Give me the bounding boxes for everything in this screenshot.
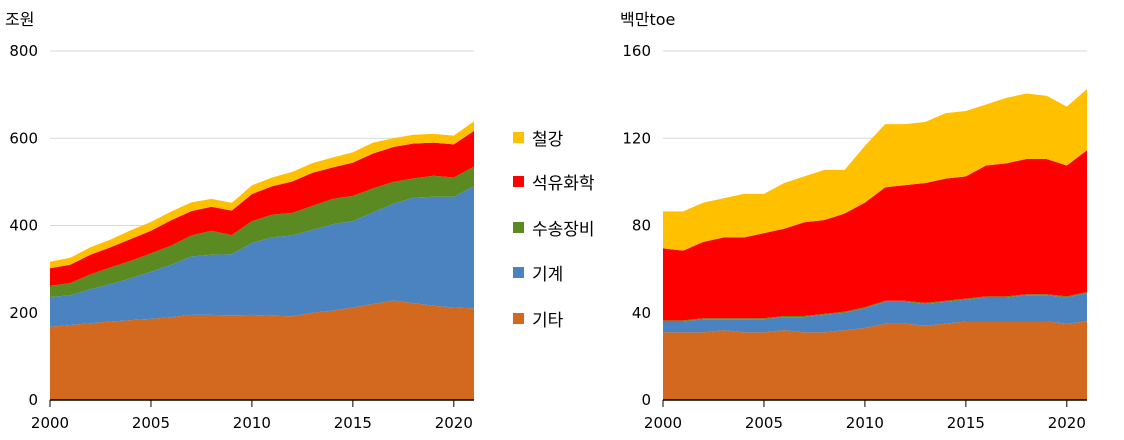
legend-swatch-other bbox=[513, 312, 524, 324]
left-xtick-label: 2005 bbox=[132, 414, 170, 432]
left-ytick-label: 600 bbox=[9, 129, 38, 147]
legend-item-transport: 수송장비 bbox=[513, 216, 595, 240]
legend-item-other: 기타 bbox=[513, 307, 564, 331]
legend-item-petrochemical: 석유화학 bbox=[513, 170, 595, 194]
left-area-other bbox=[50, 300, 474, 400]
left-area-machinery bbox=[50, 186, 474, 327]
right-ytick-label: 40 bbox=[632, 304, 651, 322]
left-xtick-label: 2020 bbox=[435, 414, 473, 432]
right-ytick-label: 160 bbox=[622, 42, 651, 60]
legend-label-steel: 철강 bbox=[532, 129, 564, 150]
right-area-transport bbox=[663, 292, 1087, 322]
left-ytick-label: 200 bbox=[9, 304, 38, 322]
right-area-steel bbox=[663, 89, 1087, 251]
left-area-chart: 0 200 400 600 800 2000 2005 2010 2015 2020 bbox=[9, 42, 474, 432]
legend-item-steel: 철강 bbox=[513, 126, 564, 150]
left-ytick-label: 800 bbox=[9, 42, 38, 60]
legend-label-machinery: 기계 bbox=[532, 264, 564, 285]
left-area-steel bbox=[50, 121, 474, 269]
left-unit-label: 조원 bbox=[5, 10, 35, 29]
right-area-petrochemical bbox=[663, 150, 1087, 321]
left-xtick-label: 2015 bbox=[334, 414, 372, 432]
legend-swatch-transport bbox=[513, 221, 524, 233]
right-xtick-label: 2010 bbox=[846, 414, 884, 432]
left-xtick-label: 2010 bbox=[233, 414, 271, 432]
left-area-petrochemical bbox=[50, 130, 474, 286]
right-ytick-label: 0 bbox=[641, 391, 651, 409]
right-xtick-label: 2000 bbox=[644, 414, 682, 432]
legend-item-machinery: 기계 bbox=[513, 261, 564, 285]
legend-swatch-steel bbox=[513, 131, 524, 143]
legend-label-petrochemical: 석유화학 bbox=[532, 173, 595, 194]
right-xtick-label: 2005 bbox=[745, 414, 783, 432]
left-xtick-label: 2000 bbox=[31, 414, 69, 432]
legend-label-other: 기타 bbox=[532, 310, 564, 331]
right-ytick-label: 80 bbox=[632, 217, 651, 235]
right-xtick-label: 2015 bbox=[947, 414, 985, 432]
right-unit-label: 백만toe bbox=[620, 10, 676, 29]
left-ytick-label: 400 bbox=[9, 217, 38, 235]
right-area-other bbox=[663, 321, 1087, 400]
legend-label-transport: 수송장비 bbox=[532, 219, 595, 240]
right-area-machinery bbox=[663, 293, 1087, 333]
right-ytick-label: 120 bbox=[622, 129, 651, 147]
legend-swatch-petrochemical bbox=[513, 175, 524, 187]
left-area-transport bbox=[50, 166, 474, 298]
left-ytick-label: 0 bbox=[28, 391, 38, 409]
right-xtick-label: 2020 bbox=[1048, 414, 1086, 432]
legend-swatch-machinery bbox=[513, 266, 524, 278]
